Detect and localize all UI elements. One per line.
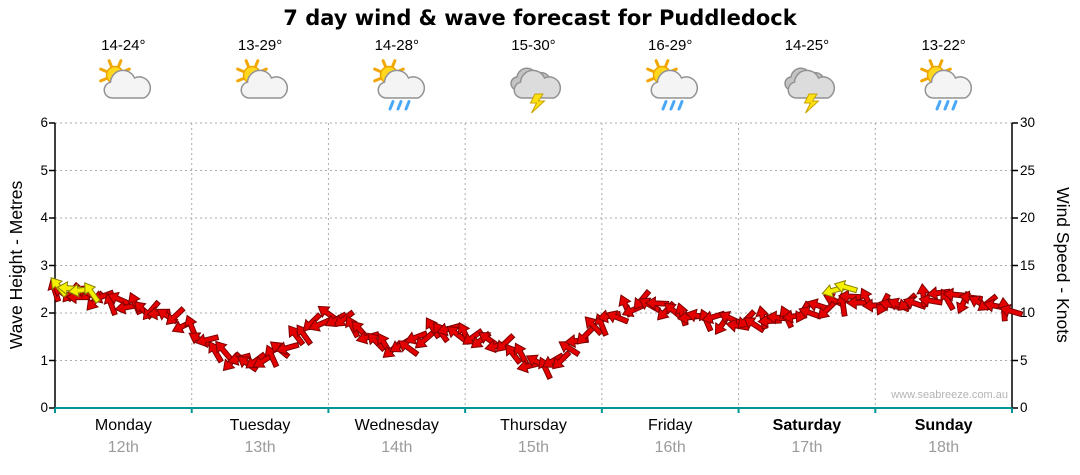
cloud-icon (514, 69, 562, 99)
day-temp-range: 14-24° (101, 37, 146, 54)
weather-icon-sun-cloud (192, 58, 329, 116)
day-date-label: 16th (654, 439, 686, 456)
weather-icon-cloud-lightning (465, 58, 602, 116)
raindrop-icon (388, 100, 395, 111)
day-name-label: Thursday (500, 417, 567, 434)
raindrop-icon (661, 100, 668, 111)
wave-height-tick-2: 2 (40, 305, 48, 320)
wind-speed-tick-15: 15 (1020, 257, 1036, 273)
day-temp-range: 13-29° (237, 37, 283, 54)
right-axis-label: Wind Speed - Knots (1053, 187, 1073, 343)
day-header-friday: 16-29° (602, 36, 739, 116)
lightning-icon (530, 93, 547, 114)
wave-height-tick-1: 1 (40, 352, 48, 368)
wind-speed-tick-0: 0 (1020, 400, 1028, 415)
wave-height-tick-4: 4 (40, 210, 48, 225)
day-date-label: 17th (791, 439, 823, 456)
chart-title: 7 day wind & wave forecast for Puddledoc… (283, 6, 797, 30)
lightning-icon (803, 93, 820, 114)
day-header-saturday: 14-25° (739, 36, 876, 116)
day-temp-range: 15-30° (511, 37, 556, 54)
day-name-label: Tuesday (229, 417, 291, 434)
x-axis-day-tuesday: Tuesday 13th (192, 417, 329, 457)
wind-speed-tick-10: 10 (1020, 305, 1036, 320)
x-axis-day-thursday: Thursday 15th (465, 417, 602, 457)
weather-icon-sun-cloud-rain (602, 58, 739, 116)
cloud-icon (924, 69, 972, 99)
day-date-label: 18th (928, 439, 960, 456)
day-temp-range: 14-28° (374, 37, 419, 54)
yellow-gust-arrows (50, 277, 858, 304)
cloud-icon (650, 69, 699, 99)
day-name-label: Friday (647, 417, 693, 434)
day-name-label: Wednesday (354, 417, 439, 434)
day-date-label: 14th (381, 439, 413, 456)
x-axis-day-sunday: Sunday 18th (875, 417, 1012, 457)
watermark: www.seabreeze.com.au (891, 389, 1008, 401)
wave-height-tick-6: 6 (40, 115, 48, 130)
cloud-icon (787, 69, 835, 99)
x-axis-day-saturday: Saturday 17th (739, 417, 876, 457)
wave-height-tick-3: 3 (40, 257, 48, 273)
x-axis-day-wednesday: Wednesday 14th (328, 417, 465, 457)
wind-speed-tick-25: 25 (1020, 162, 1036, 178)
day-temp-range: 13-22° (921, 37, 966, 54)
wind-speed-tick-5: 5 (1020, 352, 1028, 368)
wind-speed-tick-20: 20 (1020, 210, 1036, 225)
wind-speed-tick-30: 30 (1020, 115, 1036, 130)
day-header-thursday: 15-30° (465, 36, 602, 116)
raindrop-icon (677, 100, 684, 111)
cloud-icon (103, 69, 152, 99)
weather-icon-sun-cloud (55, 58, 192, 116)
raindrop-icon (396, 100, 403, 111)
raindrop-icon (943, 100, 950, 111)
day-name-label: Monday (94, 417, 152, 434)
raindrop-icon (951, 100, 958, 111)
raindrop-icon (669, 100, 676, 111)
day-temp-range: 16-29° (648, 37, 693, 54)
wind-arrows (47, 278, 1024, 380)
day-temp-range: 14-25° (784, 37, 830, 54)
x-axis-day-friday: Friday 16th (602, 417, 739, 457)
day-header-wednesday: 14-28° (328, 36, 465, 116)
cloud-icon (377, 69, 425, 99)
axes (49, 122, 1018, 413)
day-date-label: 15th (517, 439, 550, 456)
weather-icon-cloud-lightning (739, 58, 876, 116)
raindrop-icon (404, 100, 411, 111)
day-name-label: Sunday (914, 417, 973, 434)
weather-icon-sun-cloud-rain (328, 58, 465, 116)
day-date-label: 13th (244, 439, 276, 456)
x-axis-day-monday: Monday 12th (55, 417, 192, 457)
day-header-monday: 14-24° (55, 36, 192, 116)
day-date-label: 12th (107, 439, 139, 456)
day-name-label: Saturday (772, 417, 842, 434)
wave-height-tick-0: 0 (40, 400, 48, 415)
day-header-sunday: 13-22° (875, 36, 1012, 116)
cloud-icon (240, 69, 289, 99)
day-header-tuesday: 13-29° (192, 36, 329, 116)
raindrop-icon (935, 100, 942, 111)
wave-height-tick-5: 5 (40, 162, 48, 178)
weather-icon-sun-cloud-rain (875, 58, 1012, 116)
